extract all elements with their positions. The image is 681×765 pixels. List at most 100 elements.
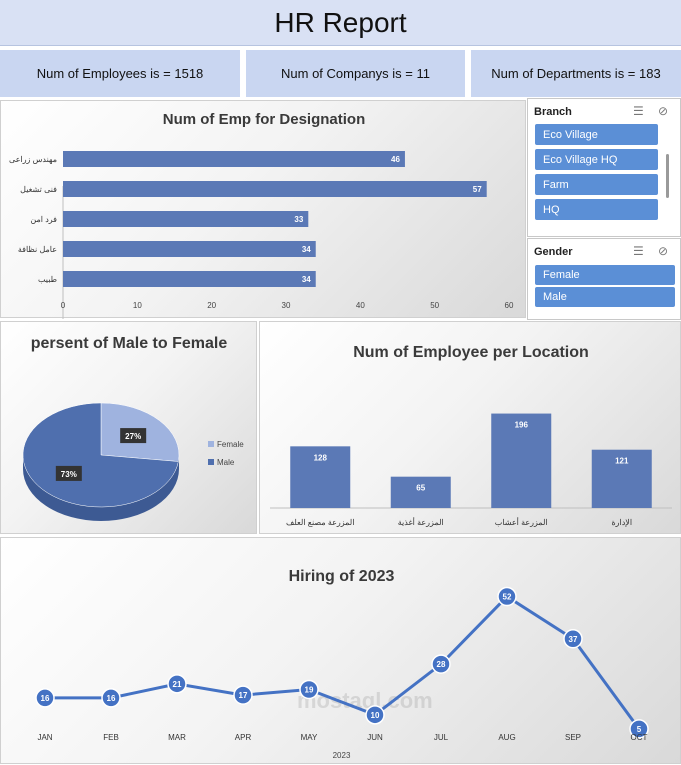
gender-slicer-title: Gender	[534, 246, 573, 258]
gender-slicer: Gender ☰ ⊘ Female Male	[527, 238, 681, 320]
hiring-chart-svg: 16 JAN 16 FEB 21 MAR 17 APR 19 MAY 10 JUN 28 JUL 52 AUG…	[35, 586, 649, 742]
pie-legend-swatch	[208, 441, 214, 447]
pie-chart-title: persent of Male to Female	[30, 335, 228, 352]
kpi-companies: Num of Companys is = 11	[246, 50, 465, 97]
kpi-employees: Num of Employees is = 1518	[0, 50, 240, 97]
designation-x-tick: 40	[356, 301, 365, 310]
pie-data-label-bg	[120, 428, 147, 444]
pie-slice-side	[23, 455, 179, 521]
hiring-chart-panel: Hiring of 2023 mostaql.com 16 JAN 16 FEB 21 M…	[0, 537, 681, 764]
hiring-x-tick: JUL	[434, 733, 449, 742]
hiring-x-axis-label: 2023	[332, 751, 351, 760]
hiring-point	[233, 685, 253, 705]
pie-slice	[22, 402, 179, 508]
pie-data-label-bg	[55, 465, 82, 481]
hiring-data-label: 16	[107, 694, 116, 703]
hiring-data-label: 16	[41, 694, 50, 703]
location-bar	[390, 476, 451, 508]
clear-filter-icon[interactable]: ⊘	[658, 104, 669, 118]
gender-pie-panel: persent of Male to Female 27% 73% Female Ma…	[0, 321, 257, 534]
hiring-data-label: 5	[637, 725, 642, 734]
location-bar	[290, 446, 351, 508]
designation-category-label: عامل نظافة	[18, 245, 57, 254]
designation-chart-svg: 0 10 20 30 40 50 60 46 مهندس زراعى 57 فنى تشغيل 33 ف…	[9, 151, 514, 319]
location-category-label: المزرعة مصنع العلف	[286, 518, 354, 527]
designation-category-label: فرد امن	[30, 215, 57, 224]
pie-legend-label: Female	[217, 440, 244, 449]
designation-data-label: 33	[294, 215, 303, 224]
gender-item-male[interactable]: Male	[535, 287, 675, 307]
hiring-point	[431, 654, 451, 674]
location-chart-panel: Num of Employee per Location 128 المزرعة …	[259, 321, 681, 534]
designation-x-tick: 20	[207, 301, 216, 310]
hiring-data-label: 21	[173, 680, 182, 689]
hiring-x-tick: APR	[235, 733, 252, 742]
hiring-data-label: 52	[503, 593, 512, 602]
hiring-point	[101, 688, 121, 708]
hiring-x-tick: FEB	[103, 733, 119, 742]
designation-chart-title: Num of Emp for Designation	[162, 111, 366, 128]
multi-select-icon[interactable]: ☰	[633, 244, 644, 258]
branch-item-eco-village-hq[interactable]: Eco Village HQ	[535, 149, 658, 170]
hiring-point	[497, 586, 517, 607]
pie-legend-swatch	[208, 459, 214, 465]
location-category-label: الإدارة	[611, 518, 632, 527]
location-data-label: 128	[314, 453, 328, 462]
hiring-data-label: 10	[371, 711, 380, 720]
hiring-data-label: 19	[305, 685, 314, 694]
designation-data-label: 57	[473, 185, 482, 194]
hiring-x-tick: MAY	[301, 733, 318, 742]
branch-item-hq[interactable]: HQ	[535, 199, 658, 220]
designation-chart-panel: Num of Emp for Designation 0 10 20 30 40 50 60…	[0, 100, 526, 319]
pie-data-label: 27%	[125, 432, 141, 441]
branch-slicer-title: Branch	[534, 106, 572, 118]
designation-x-tick: 50	[430, 301, 439, 310]
hiring-x-tick: AUG	[498, 733, 515, 742]
location-category-label: المزرعة أغذية	[398, 516, 444, 527]
hiring-x-tick: JAN	[37, 733, 52, 742]
hiring-data-label: 28	[437, 660, 446, 669]
hiring-chart-title: Hiring of 2023	[288, 568, 395, 585]
hiring-point	[299, 679, 319, 700]
branch-item-eco-village[interactable]: Eco Village	[535, 124, 658, 145]
hiring-data-label: 37	[569, 635, 578, 644]
hiring-point	[365, 705, 385, 725]
location-bar	[491, 413, 552, 508]
designation-data-label: 34	[302, 275, 311, 284]
designation-bar	[63, 181, 487, 197]
designation-x-tick: 30	[282, 301, 291, 310]
designation-bar	[63, 241, 316, 257]
branch-item-farm[interactable]: Farm	[535, 174, 658, 195]
designation-bar	[63, 211, 309, 227]
multi-select-icon[interactable]: ☰	[633, 104, 644, 118]
designation-x-tick: 10	[133, 301, 142, 310]
location-chart-svg: 128 المزرعة مصنع العلف 65 المزرعة أغذية 196 ا…	[270, 413, 672, 527]
hiring-x-tick: OCT	[631, 733, 648, 742]
pie-data-label: 73%	[61, 470, 77, 479]
hiring-point	[629, 719, 649, 739]
hiring-x-tick: MAR	[168, 733, 186, 742]
hiring-data-label: 17	[239, 691, 248, 700]
clear-filter-icon[interactable]: ⊘	[658, 244, 669, 258]
designation-data-label: 34	[302, 245, 311, 254]
hiring-x-tick: JUN	[367, 733, 383, 742]
hiring-x-tick: SEP	[565, 733, 581, 742]
designation-category-label: مهندس زراعى	[9, 155, 57, 164]
pie-legend-label: Male	[217, 458, 235, 467]
location-data-label: 121	[615, 457, 629, 466]
designation-x-tick: 60	[505, 301, 514, 310]
gender-item-female[interactable]: Female	[535, 265, 675, 285]
report-title: HR Report	[0, 0, 681, 46]
location-data-label: 196	[515, 421, 529, 430]
branch-slicer: Branch ☰ ⊘ Eco Village Eco Village HQ Fa…	[527, 98, 681, 237]
hiring-point	[35, 688, 55, 708]
kpi-departments: Num of Departments is = 183	[471, 50, 681, 97]
location-data-label: 65	[416, 484, 425, 493]
designation-bar	[63, 271, 316, 287]
designation-category-label: فنى تشغيل	[20, 185, 57, 194]
pie-chart-svg: 27% 73% Female Male	[22, 402, 244, 521]
hiring-point	[563, 629, 583, 649]
branch-slicer-scrollbar[interactable]	[666, 154, 669, 198]
hiring-point	[167, 674, 187, 694]
location-bar	[591, 449, 652, 508]
